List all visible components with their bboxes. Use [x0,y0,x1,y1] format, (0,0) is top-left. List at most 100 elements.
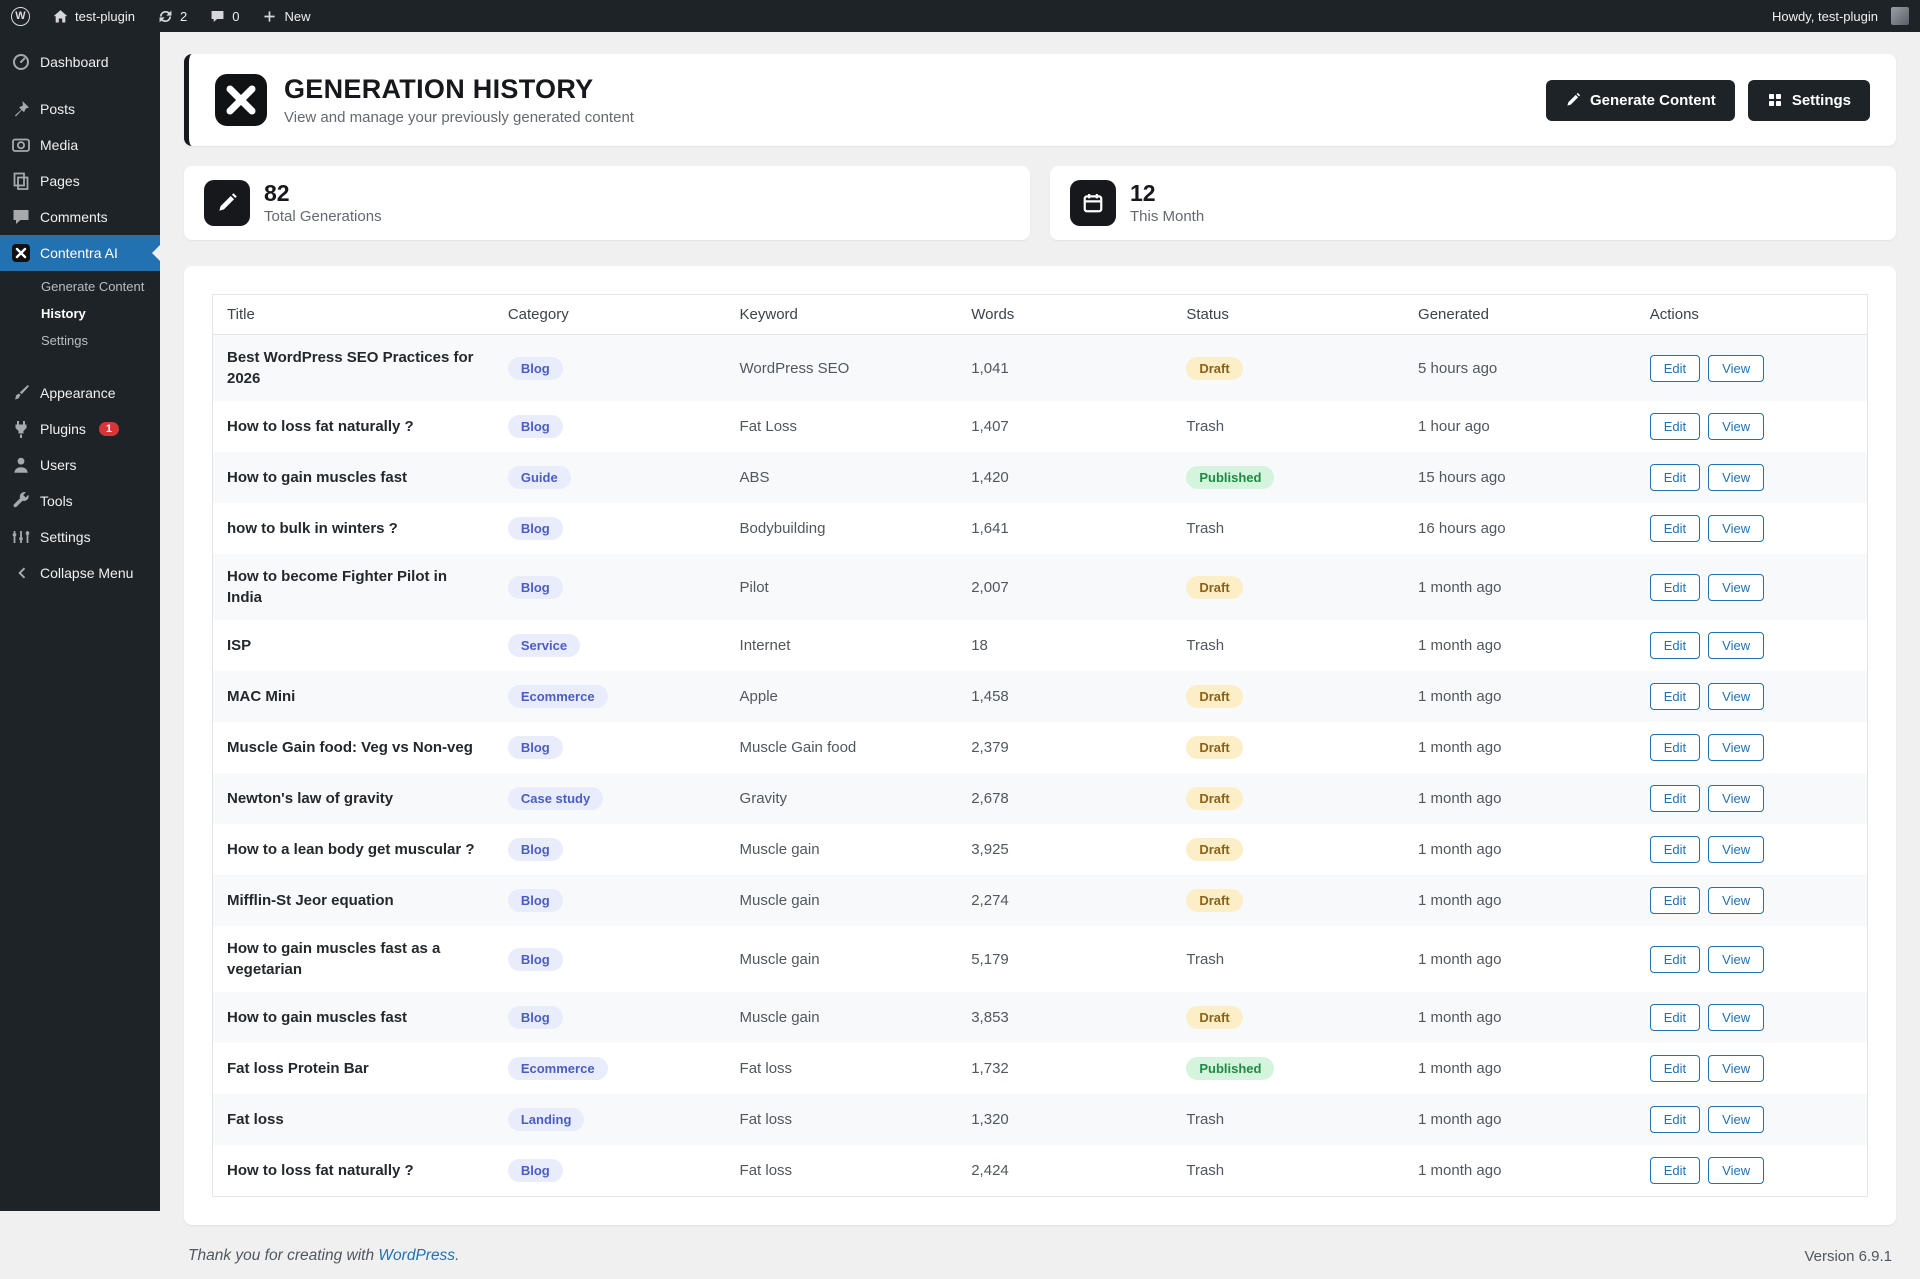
status-cell: Trash [1172,620,1404,671]
plugins-update-badge: 1 [98,422,120,436]
stat-label-month: This Month [1130,208,1205,226]
title-cell: How to a lean body get muscular ? [227,841,475,858]
site-name-label: test-plugin [75,8,135,24]
site-name-menu[interactable]: test-plugin [41,0,146,32]
thanks-period: . [455,1247,460,1264]
actions-cell: Edit View [1636,554,1868,620]
comments-menu[interactable]: 0 [198,0,250,32]
sidebar-item-tools[interactable]: Tools [0,483,160,519]
submenu-item-generate-content[interactable]: Generate Content [41,279,145,294]
view-button[interactable]: View [1708,632,1765,659]
edit-button[interactable]: Edit [1649,632,1701,659]
table-row: Newton's law of gravity Case study Gravity… [212,773,1868,824]
thanks-text: Thank you for creating with [188,1247,379,1264]
view-button[interactable]: View [1708,1004,1765,1031]
edit-button[interactable]: Edit [1649,515,1701,542]
updates-count: 2 [179,8,188,24]
sidebar-item-contentra-ai[interactable]: Contentra AI [0,235,160,271]
view-button[interactable]: View [1708,785,1765,812]
tools-icon [11,491,31,511]
edit-button[interactable]: Edit [1649,464,1701,491]
sidebar-item-label: Collapse Menu [40,565,134,581]
sidebar-nav: Dashboard Posts Media Pages Comments Contentr… [0,44,160,591]
status-badge: Draft [1186,889,1243,912]
edit-button[interactable]: Edit [1649,887,1701,914]
edit-button[interactable]: Edit [1649,1106,1701,1133]
view-button[interactable]: View [1708,887,1765,914]
view-button[interactable]: View [1708,413,1765,440]
view-button[interactable]: View [1708,836,1765,863]
sidebar-item-posts[interactable]: Posts [0,91,160,127]
edit-button[interactable]: Edit [1649,785,1701,812]
menu-separator [0,364,160,375]
history-table: Title Category Keyword Words Status Generated… [212,294,1868,1197]
settings-button[interactable]: Settings [1747,79,1870,121]
actions-cell: Edit View [1636,401,1868,452]
edit-button[interactable]: Edit [1649,734,1701,761]
view-button[interactable]: View [1708,1106,1765,1133]
edit-button[interactable]: Edit [1649,354,1701,382]
category-badge: Guide [507,466,571,489]
sidebar-item-dashboard[interactable]: Dashboard [0,44,160,80]
title-cell: Fat loss Protein Bar [227,1060,369,1077]
category-cell: Blog [494,1145,726,1197]
status-cell: Draft [1172,722,1404,773]
status-cell: Trash [1172,401,1404,452]
view-button[interactable]: View [1708,354,1765,382]
category-badge: Blog [507,415,563,438]
sidebar-item-settings[interactable]: Settings [0,519,160,555]
stat-card-this-month: 12 This Month [1050,166,1896,240]
view-button[interactable]: View [1708,464,1765,491]
title-cell: Mifflin-St Jeor equation [227,892,394,909]
sidebar-item-appearance[interactable]: Appearance [0,375,160,411]
keyword-cell: Fat loss [739,1111,793,1128]
status-badge: Published [1186,466,1275,489]
sidebar-item-label: Pages [40,173,80,189]
view-button[interactable]: View [1708,1055,1765,1082]
title-cell: How to gain muscles fast [227,469,408,486]
comments-count: 0 [232,8,240,24]
wordpress-link[interactable]: WordPress [378,1247,456,1264]
edit-button[interactable]: Edit [1649,945,1701,973]
actions-cell: Edit View [1636,452,1868,503]
submenu-item-settings[interactable]: Settings [41,333,88,348]
new-content-menu[interactable]: New [250,0,321,32]
words-cell: 1,732 [971,1060,1009,1077]
status-cell: Trash [1172,926,1404,992]
keyword-cell: ABS [739,469,770,486]
category-badge: Blog [507,517,563,540]
table-row: MAC Mini Ecommerce Apple 1,458 Draft 1 month … [212,671,1868,722]
edit-button[interactable]: Edit [1649,1004,1701,1031]
updates-menu[interactable]: 2 [146,0,198,32]
view-button[interactable]: View [1708,945,1765,973]
view-button[interactable]: View [1708,734,1765,761]
generate-content-button[interactable]: Generate Content [1545,79,1735,121]
category-badge: Ecommerce [507,1057,608,1080]
title-cell: MAC Mini [227,688,296,705]
sidebar-item-users[interactable]: Users [0,447,160,483]
view-button[interactable]: View [1708,573,1765,601]
edit-button[interactable]: Edit [1649,1055,1701,1082]
generated-cell: 1 month ago [1418,739,1502,756]
sidebar-item-media[interactable]: Media [0,127,160,163]
sidebar-item-plugins[interactable]: Plugins 1 [0,411,160,447]
edit-button[interactable]: Edit [1649,413,1701,440]
edit-button[interactable]: Edit [1649,573,1701,601]
view-button[interactable]: View [1708,515,1765,542]
pencil-icon [204,180,250,226]
sidebar-item-comments[interactable]: Comments [0,199,160,235]
view-button[interactable]: View [1708,1157,1765,1184]
words-cell: 1,458 [971,688,1009,705]
submenu-item-history[interactable]: History [41,306,86,321]
edit-button[interactable]: Edit [1649,683,1701,710]
view-button[interactable]: View [1708,683,1765,710]
category-cell: Blog [494,401,726,452]
wordpress-menu[interactable]: W [0,0,41,32]
howdy-account-menu[interactable]: Howdy, test-plugin [1761,0,1920,32]
column-header-status: Status [1172,294,1405,335]
edit-button[interactable]: Edit [1649,1157,1701,1184]
category-badge: Case study [507,787,604,810]
sidebar-item-pages[interactable]: Pages [0,163,160,199]
edit-button[interactable]: Edit [1649,836,1701,863]
sidebar-item-collapse-menu[interactable]: Collapse Menu [0,555,160,591]
